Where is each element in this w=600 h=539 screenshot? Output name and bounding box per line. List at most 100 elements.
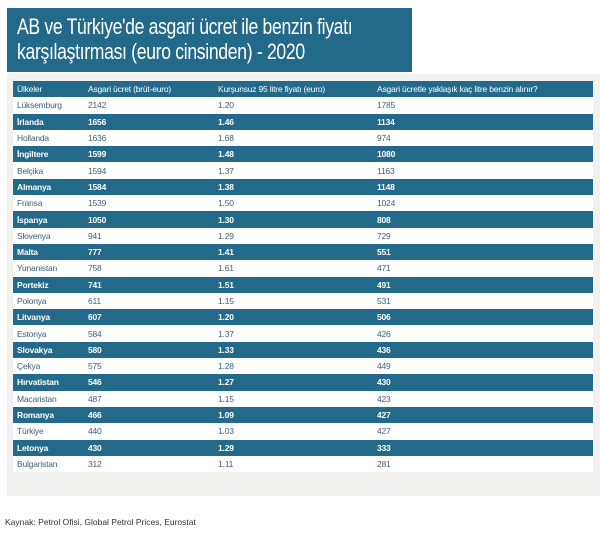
cell-country: Litvanya xyxy=(17,312,50,323)
cell-country: İrlanda xyxy=(17,116,44,127)
table-row: Portekiz 741 1.51 491 xyxy=(13,276,593,293)
cell-min-wage: 440 xyxy=(88,426,102,437)
table-row: Slovakya 580 1.33 436 xyxy=(13,341,593,359)
source-note: Kaynak: Petrol Ofisi, Global Petrol Pric… xyxy=(5,517,196,527)
cell-country: Malta xyxy=(17,247,38,258)
cell-min-wage: 1636 xyxy=(88,133,107,144)
cell-litres: 974 xyxy=(377,133,391,144)
cell-litres: 281 xyxy=(377,458,391,469)
cell-fuel-price: 1.37 xyxy=(218,328,234,339)
cell-min-wage: 1584 xyxy=(88,181,107,192)
cell-min-wage: 430 xyxy=(88,442,102,453)
cell-min-wage: 546 xyxy=(88,377,102,388)
cell-min-wage: 466 xyxy=(88,410,102,421)
cell-litres: 491 xyxy=(377,279,391,290)
cell-country: İspanya xyxy=(17,214,48,225)
table-row: Belçika 1594 1.37 1163 xyxy=(13,162,593,179)
cell-litres: 471 xyxy=(377,263,391,274)
cell-country: İngiltere xyxy=(17,149,49,160)
cell-fuel-price: 1.15 xyxy=(218,296,234,306)
cell-country: Türkiye xyxy=(17,426,44,437)
table-row: Slovenya 941 1.29 729 xyxy=(13,227,593,244)
cell-min-wage: 584 xyxy=(88,328,102,339)
cell-fuel-price: 1.27 xyxy=(218,377,234,388)
cell-country: Slovakya xyxy=(17,344,53,355)
table-row: Polonya 611 1.15 531 xyxy=(13,292,593,310)
cell-litres: 531 xyxy=(377,296,391,306)
cell-fuel-price: 1.50 xyxy=(218,198,234,209)
cell-country: Bulgaristan xyxy=(17,458,58,469)
cell-fuel-price: 1.30 xyxy=(218,214,234,225)
cell-country: Fransa xyxy=(17,198,43,209)
cell-fuel-price: 1.61 xyxy=(218,263,234,274)
table-header: Ülkeler Asgari ücret (brüt-euro) Kurşuns… xyxy=(13,81,593,98)
cell-fuel-price: 1.46 xyxy=(218,116,234,127)
cell-min-wage: 487 xyxy=(88,393,102,404)
cell-min-wage: 1539 xyxy=(88,198,107,209)
cell-country: Çekya xyxy=(17,361,41,372)
table-row: İspanya 1050 1.30 808 xyxy=(13,211,593,228)
table-row: Malta 777 1.41 551 xyxy=(13,243,593,261)
cell-min-wage: 575 xyxy=(88,361,102,372)
cell-fuel-price: 1.09 xyxy=(218,410,234,421)
cell-country: Estonya xyxy=(17,328,47,339)
cell-min-wage: 607 xyxy=(88,312,102,323)
table-row: Lüksemburg 2142 1.20 1785 xyxy=(13,97,593,114)
title-line-1: AB ve Türkiye'de asgari ücret ile benzin… xyxy=(17,14,353,39)
table-row: Romanya 466 1.09 427 xyxy=(13,406,593,424)
cell-min-wage: 611 xyxy=(88,296,101,306)
cell-litres: 423 xyxy=(377,393,391,404)
cell-country: Lüksemburg xyxy=(17,100,62,111)
page-title: AB ve Türkiye'de asgari ücret ile benzin… xyxy=(7,8,412,72)
cell-litres: 430 xyxy=(377,377,391,388)
table-row: Yunanistan 758 1.61 471 xyxy=(13,260,593,277)
cell-country: Yunanistan xyxy=(17,263,58,274)
table-row: Türkiye 440 1.03 427 xyxy=(13,423,593,440)
cell-country: Almanya xyxy=(17,181,52,192)
cell-min-wage: 2142 xyxy=(88,100,107,111)
cell-litres: 506 xyxy=(377,312,391,323)
table-row: Hırvatistan 546 1.27 430 xyxy=(13,374,593,391)
cell-litres: 1024 xyxy=(377,198,396,209)
table-row: Litvanya 607 1.20 506 xyxy=(13,309,593,326)
cell-country: Macaristan xyxy=(17,393,57,404)
header-min-wage: Asgari ücret (brüt-euro) xyxy=(88,84,172,95)
cell-litres: 808 xyxy=(377,214,391,225)
cell-fuel-price: 1.33 xyxy=(218,344,234,355)
cell-litres: 427 xyxy=(377,426,391,437)
cell-min-wage: 741 xyxy=(88,279,102,290)
table-row: İngiltere 1599 1.48 1080 xyxy=(13,146,593,163)
cell-fuel-price: 1.20 xyxy=(218,100,234,111)
cell-min-wage: 1050 xyxy=(88,214,107,225)
table-row: Çekya 575 1.28 449 xyxy=(13,358,593,375)
cell-litres: 449 xyxy=(377,361,391,372)
cell-fuel-price: 1.51 xyxy=(218,279,234,290)
cell-min-wage: 758 xyxy=(88,263,102,274)
cell-min-wage: 580 xyxy=(88,344,102,355)
cell-min-wage: 1656 xyxy=(88,116,107,127)
cell-litres: 1163 xyxy=(377,165,395,176)
cell-fuel-price: 1.38 xyxy=(218,181,234,192)
cell-fuel-price: 1.48 xyxy=(218,149,234,160)
table-row: Hollanda 1636 1.68 974 xyxy=(13,129,593,147)
cell-country: Slovenya xyxy=(17,230,51,241)
cell-country: Romanya xyxy=(17,410,54,421)
cell-litres: 1080 xyxy=(377,149,396,160)
cell-litres: 333 xyxy=(377,442,391,453)
table-row: Estonya 584 1.37 426 xyxy=(13,325,593,342)
cell-fuel-price: 1.20 xyxy=(218,312,234,323)
header-litres: Asgari ücretle yaklaşık kaç litre benzin… xyxy=(377,84,538,95)
cell-litres: 729 xyxy=(377,230,391,241)
table-row: Macaristan 487 1.15 423 xyxy=(13,390,593,407)
title-line-2: karşılaştırması (euro cinsinden) - 2020 xyxy=(17,39,305,64)
cell-fuel-price: 1.68 xyxy=(218,133,234,144)
cell-fuel-price: 1.15 xyxy=(218,393,234,404)
cell-litres: 436 xyxy=(377,344,391,355)
cell-fuel-price: 1.29 xyxy=(218,442,234,453)
cell-litres: 1134 xyxy=(377,116,395,127)
cell-fuel-price: 1.28 xyxy=(218,361,234,372)
cell-litres: 427 xyxy=(377,410,391,421)
table-row: Almanya 1584 1.38 1148 xyxy=(13,178,593,196)
cell-country: Portekiz xyxy=(17,279,49,290)
cell-fuel-price: 1.29 xyxy=(218,230,234,241)
